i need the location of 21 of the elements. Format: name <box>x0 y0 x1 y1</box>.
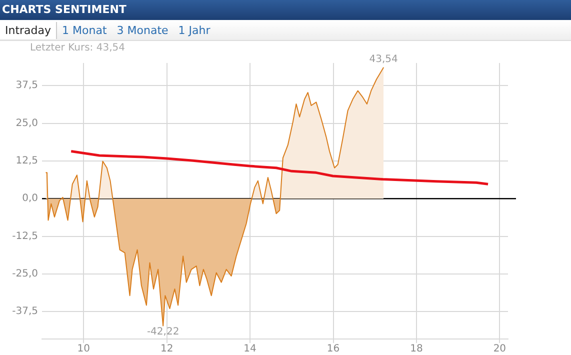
x-tick-label: 10 <box>77 344 90 355</box>
text: Intraday <box>0 22 58 38</box>
annotation: 43,54 <box>369 54 398 65</box>
x-tick-label: 18 <box>410 344 423 355</box>
text: 1 Jahr <box>177 22 212 38</box>
chart-subtitle: Letzter Kurs: 43,54 <box>30 42 125 54</box>
y-tick-label: 25,0 <box>16 118 38 129</box>
y-tick-label: 37,5 <box>16 80 38 92</box>
y-tick-label: -37,5 <box>12 306 38 318</box>
y-tick-label: 0,0 <box>22 193 38 204</box>
y-tick-label: -25,0 <box>12 268 38 280</box>
chart-title: CHARTS SENTIMENT <box>0 0 571 20</box>
x-tick-label: 14 <box>244 344 256 355</box>
text: 3 Monate <box>116 22 170 38</box>
y-tick-label: -12,5 <box>12 230 38 242</box>
x-tick-label: 20 <box>493 344 506 355</box>
text: 1 Monat <box>61 22 108 38</box>
x-tick-label: 12 <box>160 344 174 355</box>
annotation: -42,22 <box>146 326 180 338</box>
x-tick-label: 16 <box>326 344 340 355</box>
y-tick-label: 12,5 <box>16 156 38 167</box>
